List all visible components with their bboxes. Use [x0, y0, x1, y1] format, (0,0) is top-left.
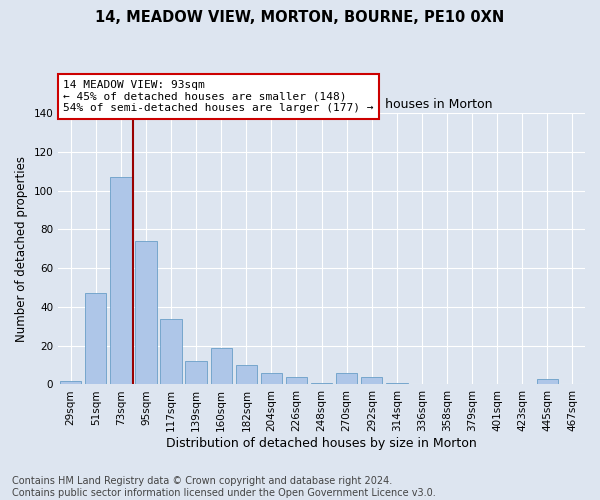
- Text: 14 MEADOW VIEW: 93sqm
← 45% of detached houses are smaller (148)
54% of semi-det: 14 MEADOW VIEW: 93sqm ← 45% of detached …: [64, 80, 374, 113]
- Bar: [211, 348, 232, 385]
- Bar: [537, 378, 558, 384]
- Bar: [236, 365, 257, 384]
- Bar: [60, 380, 82, 384]
- Bar: [136, 241, 157, 384]
- Y-axis label: Number of detached properties: Number of detached properties: [15, 156, 28, 342]
- Bar: [261, 373, 282, 384]
- Text: Contains HM Land Registry data © Crown copyright and database right 2024.
Contai: Contains HM Land Registry data © Crown c…: [12, 476, 436, 498]
- Bar: [286, 376, 307, 384]
- X-axis label: Distribution of detached houses by size in Morton: Distribution of detached houses by size …: [166, 437, 477, 450]
- Title: Size of property relative to detached houses in Morton: Size of property relative to detached ho…: [151, 98, 493, 110]
- Bar: [160, 318, 182, 384]
- Bar: [311, 382, 332, 384]
- Text: 14, MEADOW VIEW, MORTON, BOURNE, PE10 0XN: 14, MEADOW VIEW, MORTON, BOURNE, PE10 0X…: [95, 10, 505, 25]
- Bar: [336, 373, 358, 384]
- Bar: [185, 361, 207, 384]
- Bar: [110, 177, 131, 384]
- Bar: [85, 294, 106, 384]
- Bar: [361, 376, 382, 384]
- Bar: [386, 382, 407, 384]
